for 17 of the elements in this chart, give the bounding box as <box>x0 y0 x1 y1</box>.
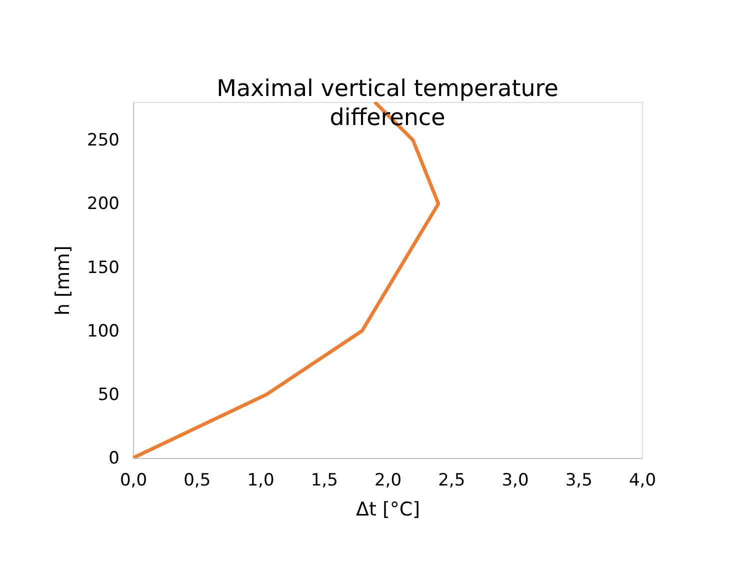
y-tick-label: 100 <box>87 321 120 342</box>
x-tick-label: 0,0 <box>120 470 148 490</box>
x-tick-label: 2,0 <box>374 470 402 490</box>
x-tick-label: 4,0 <box>628 470 656 490</box>
y-tick-label: 150 <box>87 258 120 278</box>
x-tick-label: 1,5 <box>310 470 338 490</box>
x-tick-label: 1,0 <box>247 470 274 490</box>
y-axis-title: h [mm] <box>52 246 74 316</box>
x-tick-label: 3,0 <box>502 470 529 490</box>
x-axis-title: Δt [°C] <box>356 498 420 520</box>
y-tick-label: 200 <box>87 194 120 214</box>
y-tick-label: 0 <box>108 448 120 468</box>
x-tick-label: 2,5 <box>438 470 466 490</box>
y-tick-label: 50 <box>98 384 120 405</box>
y-tick-label: 250 <box>87 130 120 151</box>
x-tick-label: 3,5 <box>565 470 592 490</box>
x-tick-label: 0,5 <box>184 470 211 490</box>
